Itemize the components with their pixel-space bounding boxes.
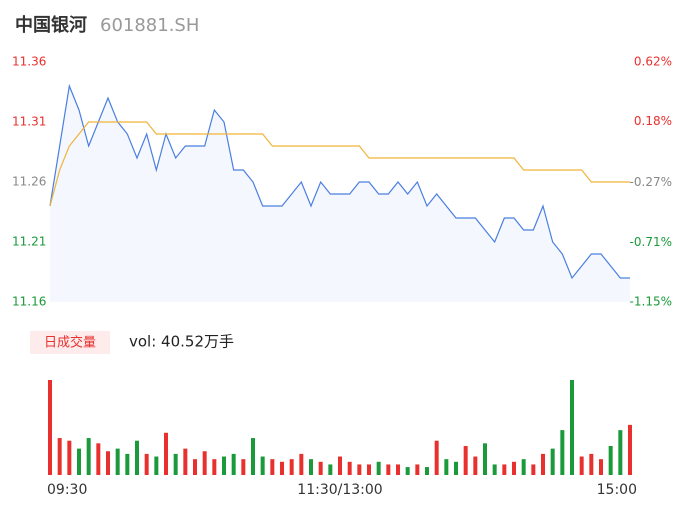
y2-tick-label: 0.62% (634, 55, 672, 69)
volume-text: vol: 40.52万手 (129, 333, 234, 351)
volume-bar (347, 461, 352, 475)
volume-bar (202, 451, 207, 475)
y-tick-label: 11.16 (12, 295, 46, 309)
volume-bar (560, 430, 565, 475)
volume-bar (599, 459, 603, 475)
volume-bar (357, 464, 362, 475)
volume-bar (579, 456, 584, 475)
volume-bar (251, 438, 255, 475)
volume-bar (444, 459, 449, 475)
stock-name: 中国银河 (15, 14, 87, 36)
volume-bar (434, 440, 439, 475)
volume-bar (280, 461, 284, 475)
volume-bar (260, 456, 265, 475)
y2-tick-label: -1.15% (630, 295, 672, 309)
volume-bar (608, 445, 613, 475)
volume-bar (57, 438, 62, 475)
volume-bar (183, 448, 188, 475)
volume-bar (299, 453, 304, 475)
y-tick-label: 11.21 (12, 235, 46, 249)
price-line (49, 83, 630, 280)
volume-bar (96, 443, 101, 475)
volume-bar (550, 448, 555, 475)
volume-bar (154, 456, 159, 475)
y-tick-label: 11.26 (12, 175, 46, 189)
volume-bar (328, 464, 333, 475)
volume-bar (212, 459, 217, 475)
volume-bar (125, 453, 130, 475)
volume-bar (531, 464, 536, 475)
x-tick-label: 11:30/13:00 (297, 482, 382, 498)
volume-bar (289, 459, 294, 475)
volume-bar (396, 464, 400, 475)
volume-bar (77, 448, 81, 475)
volume-bar (367, 464, 371, 475)
volume-bar (502, 464, 507, 475)
volume-bar (222, 456, 226, 475)
volume-button-bg[interactable] (30, 331, 110, 354)
volume-bar (454, 461, 458, 475)
volume-bar (376, 461, 381, 475)
x-tick-label: 15:00 (597, 482, 637, 498)
volume-bar (231, 453, 236, 475)
volume-bar (173, 453, 178, 475)
volume-button[interactable]: 日成交量 (44, 335, 96, 351)
volume-bar (386, 464, 391, 475)
volume-bar (318, 461, 323, 475)
y2-tick-label: -0.71% (630, 235, 672, 249)
volume-bar (405, 467, 410, 475)
y2-tick-label: 0.18% (634, 114, 672, 128)
average-line (49, 121, 630, 207)
volume-bar (144, 453, 149, 475)
volume-bar (135, 440, 139, 475)
volume-bar (415, 464, 420, 475)
y2-tick-label: -0.27% (630, 175, 672, 189)
volume-bar (241, 459, 246, 475)
volume-bar (521, 459, 526, 475)
volume-bar (628, 424, 632, 475)
volume-bar (193, 459, 197, 475)
volume-bar (492, 464, 497, 475)
volume-bar (618, 430, 623, 475)
volume-bar (48, 380, 52, 475)
volume-bar (463, 445, 468, 475)
volume-bar (570, 380, 574, 475)
volume-bar (164, 432, 168, 475)
volume-bar (309, 459, 313, 475)
volume-bar (86, 438, 91, 475)
volume-bar (270, 459, 275, 475)
volume-bar (338, 456, 342, 475)
x-tick-label: 09:30 (47, 482, 87, 498)
volume-bar (473, 456, 478, 475)
volume-bar (589, 453, 594, 475)
volume-bar (512, 461, 516, 475)
volume-bar (67, 440, 72, 475)
y-tick-label: 11.31 (12, 115, 46, 129)
y-tick-label: 11.36 (12, 55, 46, 69)
volume-bar (106, 451, 110, 475)
volume-bar (483, 443, 487, 475)
volume-bar (425, 467, 429, 475)
volume-bar (541, 453, 545, 475)
volume-bar (115, 448, 120, 475)
stock-code: 601881.SH (100, 15, 199, 36)
